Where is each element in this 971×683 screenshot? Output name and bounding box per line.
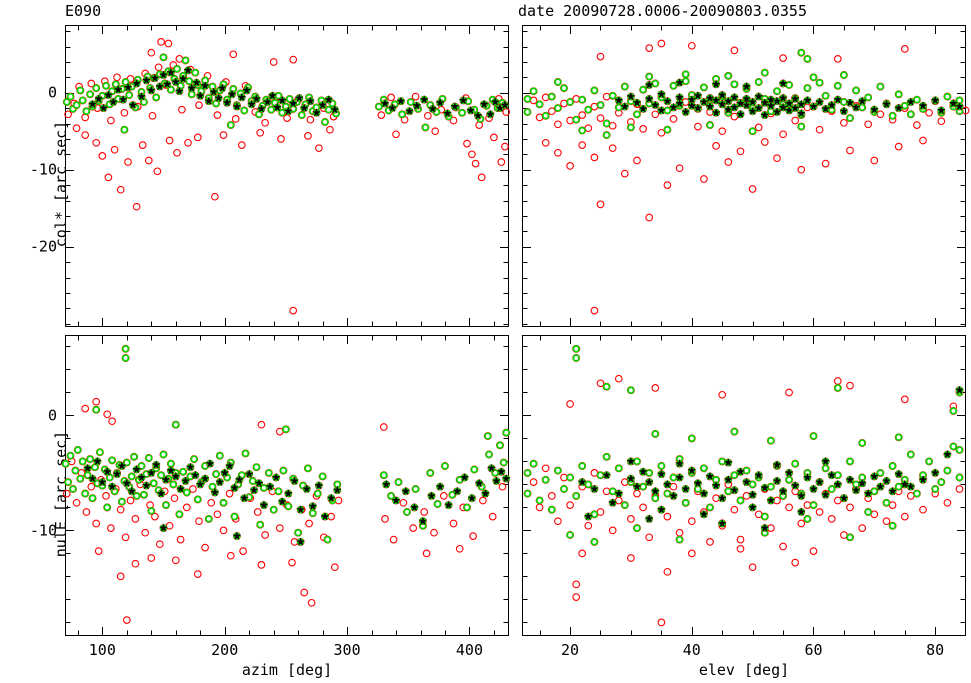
plot-title-right: date 20090728.0006-20090803.0355	[518, 2, 807, 20]
x-tick-label: 400	[456, 641, 483, 659]
x-axis-label-elev: elev [deg]	[698, 661, 790, 679]
x-tick-label: 100	[89, 641, 116, 659]
series-black-filled-star-top-left	[88, 66, 510, 120]
panel-top-right	[522, 25, 970, 327]
series-red-open-circle-top-right	[529, 39, 970, 315]
x-tick-label: 200	[211, 641, 238, 659]
panel-top-left: 0 -10 -20	[30, 25, 511, 327]
x-tick-label: 60	[804, 641, 822, 659]
y-tick-label: 0	[48, 84, 57, 102]
x-tick-label: 40	[683, 641, 701, 659]
x-tick-label: 80	[926, 641, 944, 659]
series-black-filled-star-bottom-left	[83, 457, 511, 546]
panel-bottom-left: 0 -10 100 200 300 400	[30, 335, 511, 659]
ticks-top-right	[523, 26, 965, 326]
plot-title-left: E090	[65, 2, 102, 20]
x-axis-label-azim: azim [deg]	[241, 661, 333, 679]
y-tick-label: -20	[30, 238, 57, 256]
panel-frame-bottom-right	[522, 335, 966, 636]
panel-bottom-right: 20 40 60 80	[522, 335, 966, 659]
series-red-open-circle-bottom-left	[62, 397, 507, 624]
series-green-open-circle-bottom-left	[61, 344, 511, 544]
series-black-filled-star-bottom-right	[578, 385, 964, 533]
series-black-filled-star-top-right	[614, 78, 964, 120]
panel-frame-top-right	[522, 25, 966, 327]
series-green-open-circle-top-left	[62, 53, 507, 134]
x-tick-label: 300	[334, 641, 361, 659]
series-red-open-circle-bottom-right	[529, 374, 964, 627]
series-red-open-circle-top-left	[64, 38, 511, 315]
y-tick-label: -10	[30, 521, 57, 539]
ticks-bottom-right	[523, 336, 965, 635]
ticks-top-left	[66, 26, 508, 326]
y-tick-label: 0	[48, 406, 57, 424]
y-tick-label: -10	[30, 161, 57, 179]
panel-frame-bottom-left	[65, 335, 509, 636]
x-tick-label: 20	[561, 641, 579, 659]
panel-frame-top-left	[65, 25, 509, 327]
